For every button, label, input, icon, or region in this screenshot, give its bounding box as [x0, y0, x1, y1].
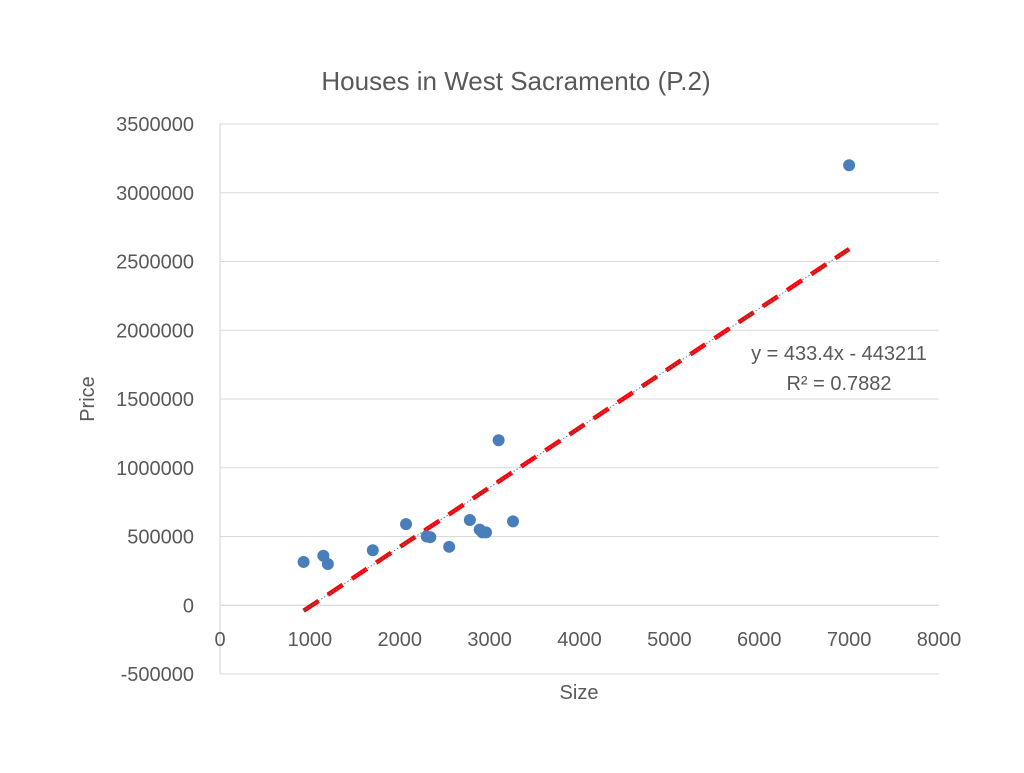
- x-tick-label: 7000: [827, 629, 872, 651]
- x-tick-label: 0: [214, 629, 225, 651]
- data-point: [492, 434, 505, 447]
- y-tick-label: 2500000: [116, 252, 194, 274]
- data-points: [297, 159, 856, 570]
- x-tick-label: 8000: [917, 629, 962, 651]
- y-tick-label: 3000000: [116, 183, 194, 205]
- trendline-group: [302, 247, 851, 613]
- y-tick-label: 2000000: [116, 320, 194, 342]
- y-tick-label: 3500000: [116, 114, 194, 136]
- x-tick-label: 1000: [288, 629, 333, 651]
- x-tick-label: 2000: [378, 629, 423, 651]
- data-point: [480, 526, 493, 539]
- data-point: [424, 531, 437, 544]
- data-point: [400, 518, 413, 531]
- x-axis-label: Size: [560, 682, 599, 704]
- data-point: [297, 555, 310, 568]
- data-point: [463, 514, 476, 526]
- y-tick-label: 1500000: [116, 389, 194, 411]
- x-tick-label: 3000: [467, 629, 512, 651]
- y-tick-label: -500000: [121, 664, 194, 686]
- tick-labels: 3500000300000025000002000000150000010000…: [116, 114, 961, 686]
- y-tick-label: 1000000: [116, 458, 194, 480]
- y-axis-label: Price: [77, 376, 99, 422]
- x-tick-label: 5000: [647, 629, 692, 651]
- data-point: [843, 159, 856, 172]
- axes: [219, 124, 939, 674]
- trendline-dashed: [302, 247, 851, 613]
- gridlines: [220, 123, 939, 675]
- data-point: [506, 515, 519, 528]
- data-point: [443, 540, 456, 553]
- trendline-dotted: [303, 248, 850, 612]
- x-tick-label: 4000: [557, 629, 602, 651]
- data-point: [321, 558, 334, 570]
- chart-title: Houses in West Sacramento (P.2): [321, 66, 710, 96]
- x-tick-label: 6000: [737, 629, 782, 651]
- y-tick-label: 500000: [127, 527, 194, 549]
- data-point: [366, 544, 379, 557]
- y-tick-label: 0: [183, 595, 194, 617]
- trendline-r-squared: R² = 0.7882: [786, 373, 891, 395]
- trendline-equation: y = 433.4x - 443211: [751, 343, 927, 365]
